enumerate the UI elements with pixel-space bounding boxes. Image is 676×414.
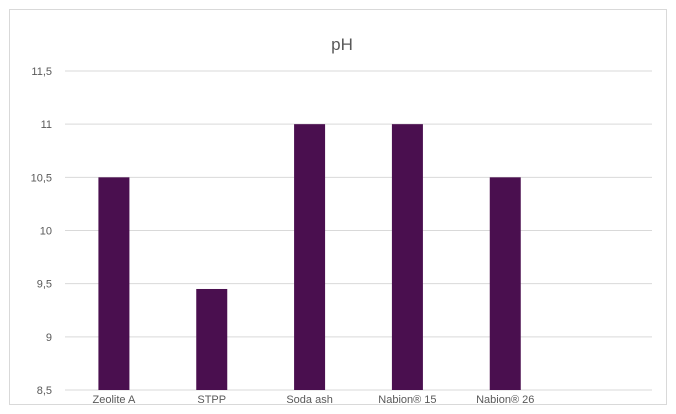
chart-title: pH <box>331 35 353 54</box>
x-tick-label: STPP <box>197 394 226 404</box>
gridlines <box>65 70 652 391</box>
y-tick-label: 10 <box>40 226 52 238</box>
x-tick-label: Nabion® 15 <box>378 394 436 404</box>
chart-frame: pH 8,5 9 9,5 10 10,5 11 11,5 Zeolite A STPP Soda… <box>9 9 667 405</box>
y-axis-ticks: 8,5 9 9,5 10 10,5 11 11,5 <box>31 66 52 397</box>
bar <box>196 288 228 390</box>
bar <box>391 124 423 391</box>
y-tick-label: 8,5 <box>37 385 52 397</box>
bar <box>98 177 130 390</box>
x-tick-label: Zeolite A <box>93 394 136 404</box>
x-axis-ticks: Zeolite A STPP Soda ash Nabion® 15 Nabion® 2… <box>93 394 535 404</box>
y-tick-label: 10,5 <box>31 172 52 184</box>
x-tick-label: Nabion® 26 <box>476 394 534 404</box>
bars <box>98 124 521 391</box>
bar <box>489 177 521 390</box>
y-tick-label: 11 <box>41 119 52 131</box>
y-tick-label: 11,5 <box>31 66 52 78</box>
bar <box>294 124 326 391</box>
y-tick-label: 9,5 <box>37 279 52 291</box>
x-tick-label: Soda ash <box>286 394 332 404</box>
y-tick-label: 9 <box>46 332 52 344</box>
ph-bar-chart: pH 8,5 9 9,5 10 10,5 11 11,5 Zeolite A STPP Soda… <box>31 35 652 404</box>
